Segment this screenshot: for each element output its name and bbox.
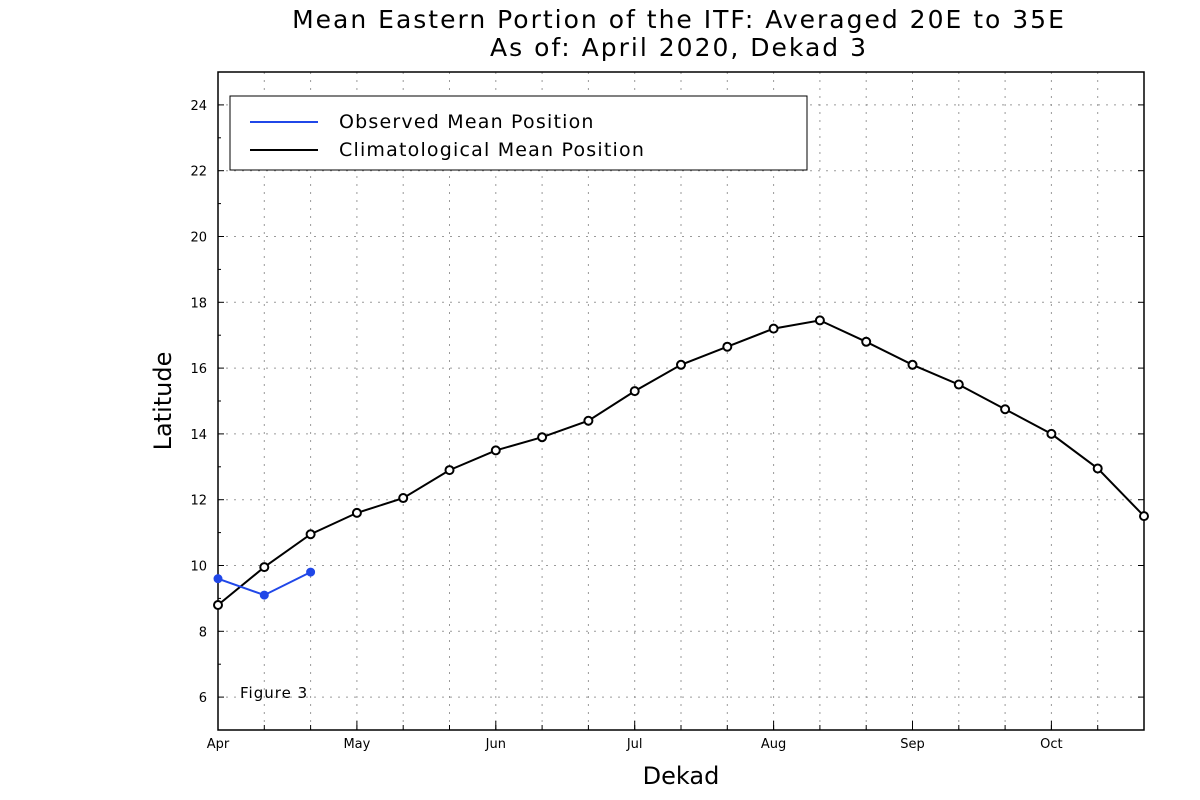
y-tick-label: 14: [190, 428, 207, 443]
data-point: [444, 465, 455, 476]
data-point: [1139, 511, 1149, 522]
x-tick-label: Aug: [761, 737, 786, 752]
data-point: [213, 599, 223, 610]
data-point: [351, 507, 362, 518]
legend-box: [229, 95, 808, 171]
data-point: [629, 386, 640, 397]
data-point: [1000, 404, 1011, 415]
y-tick-label: 16: [190, 362, 207, 377]
y-axis-label: Latitude: [149, 352, 177, 451]
y-tick-label: 20: [190, 231, 207, 246]
figure-annotation: Figure 3: [240, 684, 308, 702]
x-tick-label: Oct: [1040, 737, 1062, 752]
plot-frame: [217, 71, 1145, 731]
y-tick-label: 10: [190, 560, 207, 575]
x-tick-label: Jul: [626, 737, 643, 752]
series-0: [213, 567, 316, 600]
series-1: [213, 315, 1149, 610]
data-point: [1046, 428, 1057, 439]
data-point: [259, 562, 270, 573]
legend-label-climatological: Climatological Mean Position: [339, 139, 645, 161]
x-tick-label: Jun: [485, 737, 506, 752]
data-point: [583, 415, 594, 426]
legend: Observed Mean Position Climatological Me…: [229, 95, 808, 171]
x-axis-label: Dekad: [643, 762, 720, 790]
y-tick-label: 22: [190, 165, 207, 180]
data-point: [814, 315, 825, 326]
axis-ticks: 6 8 10 12 14 16 18 20 22 24 Apr May Jun Jul Aug Sep Oct: [190, 71, 1144, 752]
data-point: [305, 529, 316, 540]
data-point: [490, 445, 501, 456]
data-point: [722, 341, 733, 352]
y-tick-label: 18: [190, 296, 207, 311]
legend-label-observed: Observed Mean Position: [339, 111, 595, 133]
x-tick-label: May: [343, 737, 370, 752]
grid-lines: [218, 72, 1144, 730]
y-tick-label: 6: [199, 691, 207, 706]
data-point: [537, 432, 548, 443]
data-point: [259, 590, 269, 600]
data-point: [861, 336, 872, 347]
data-point: [306, 567, 316, 577]
chart-title-line2: As of: April 2020, Dekad 3: [490, 33, 868, 62]
y-tick-label: 24: [190, 99, 207, 114]
data-point: [213, 574, 223, 584]
data-point: [398, 493, 409, 504]
y-tick-label: 8: [199, 625, 207, 640]
series-lines: [213, 315, 1149, 610]
y-tick-label: 12: [190, 494, 207, 509]
chart-title-line1: Mean Eastern Portion of the ITF: Average…: [292, 5, 1066, 34]
data-point: [768, 323, 779, 334]
x-tick-label: Apr: [207, 737, 230, 752]
data-point: [907, 359, 918, 370]
data-point: [953, 379, 964, 390]
data-point: [1092, 463, 1103, 474]
x-tick-label: Sep: [900, 737, 925, 752]
data-point: [676, 359, 686, 370]
